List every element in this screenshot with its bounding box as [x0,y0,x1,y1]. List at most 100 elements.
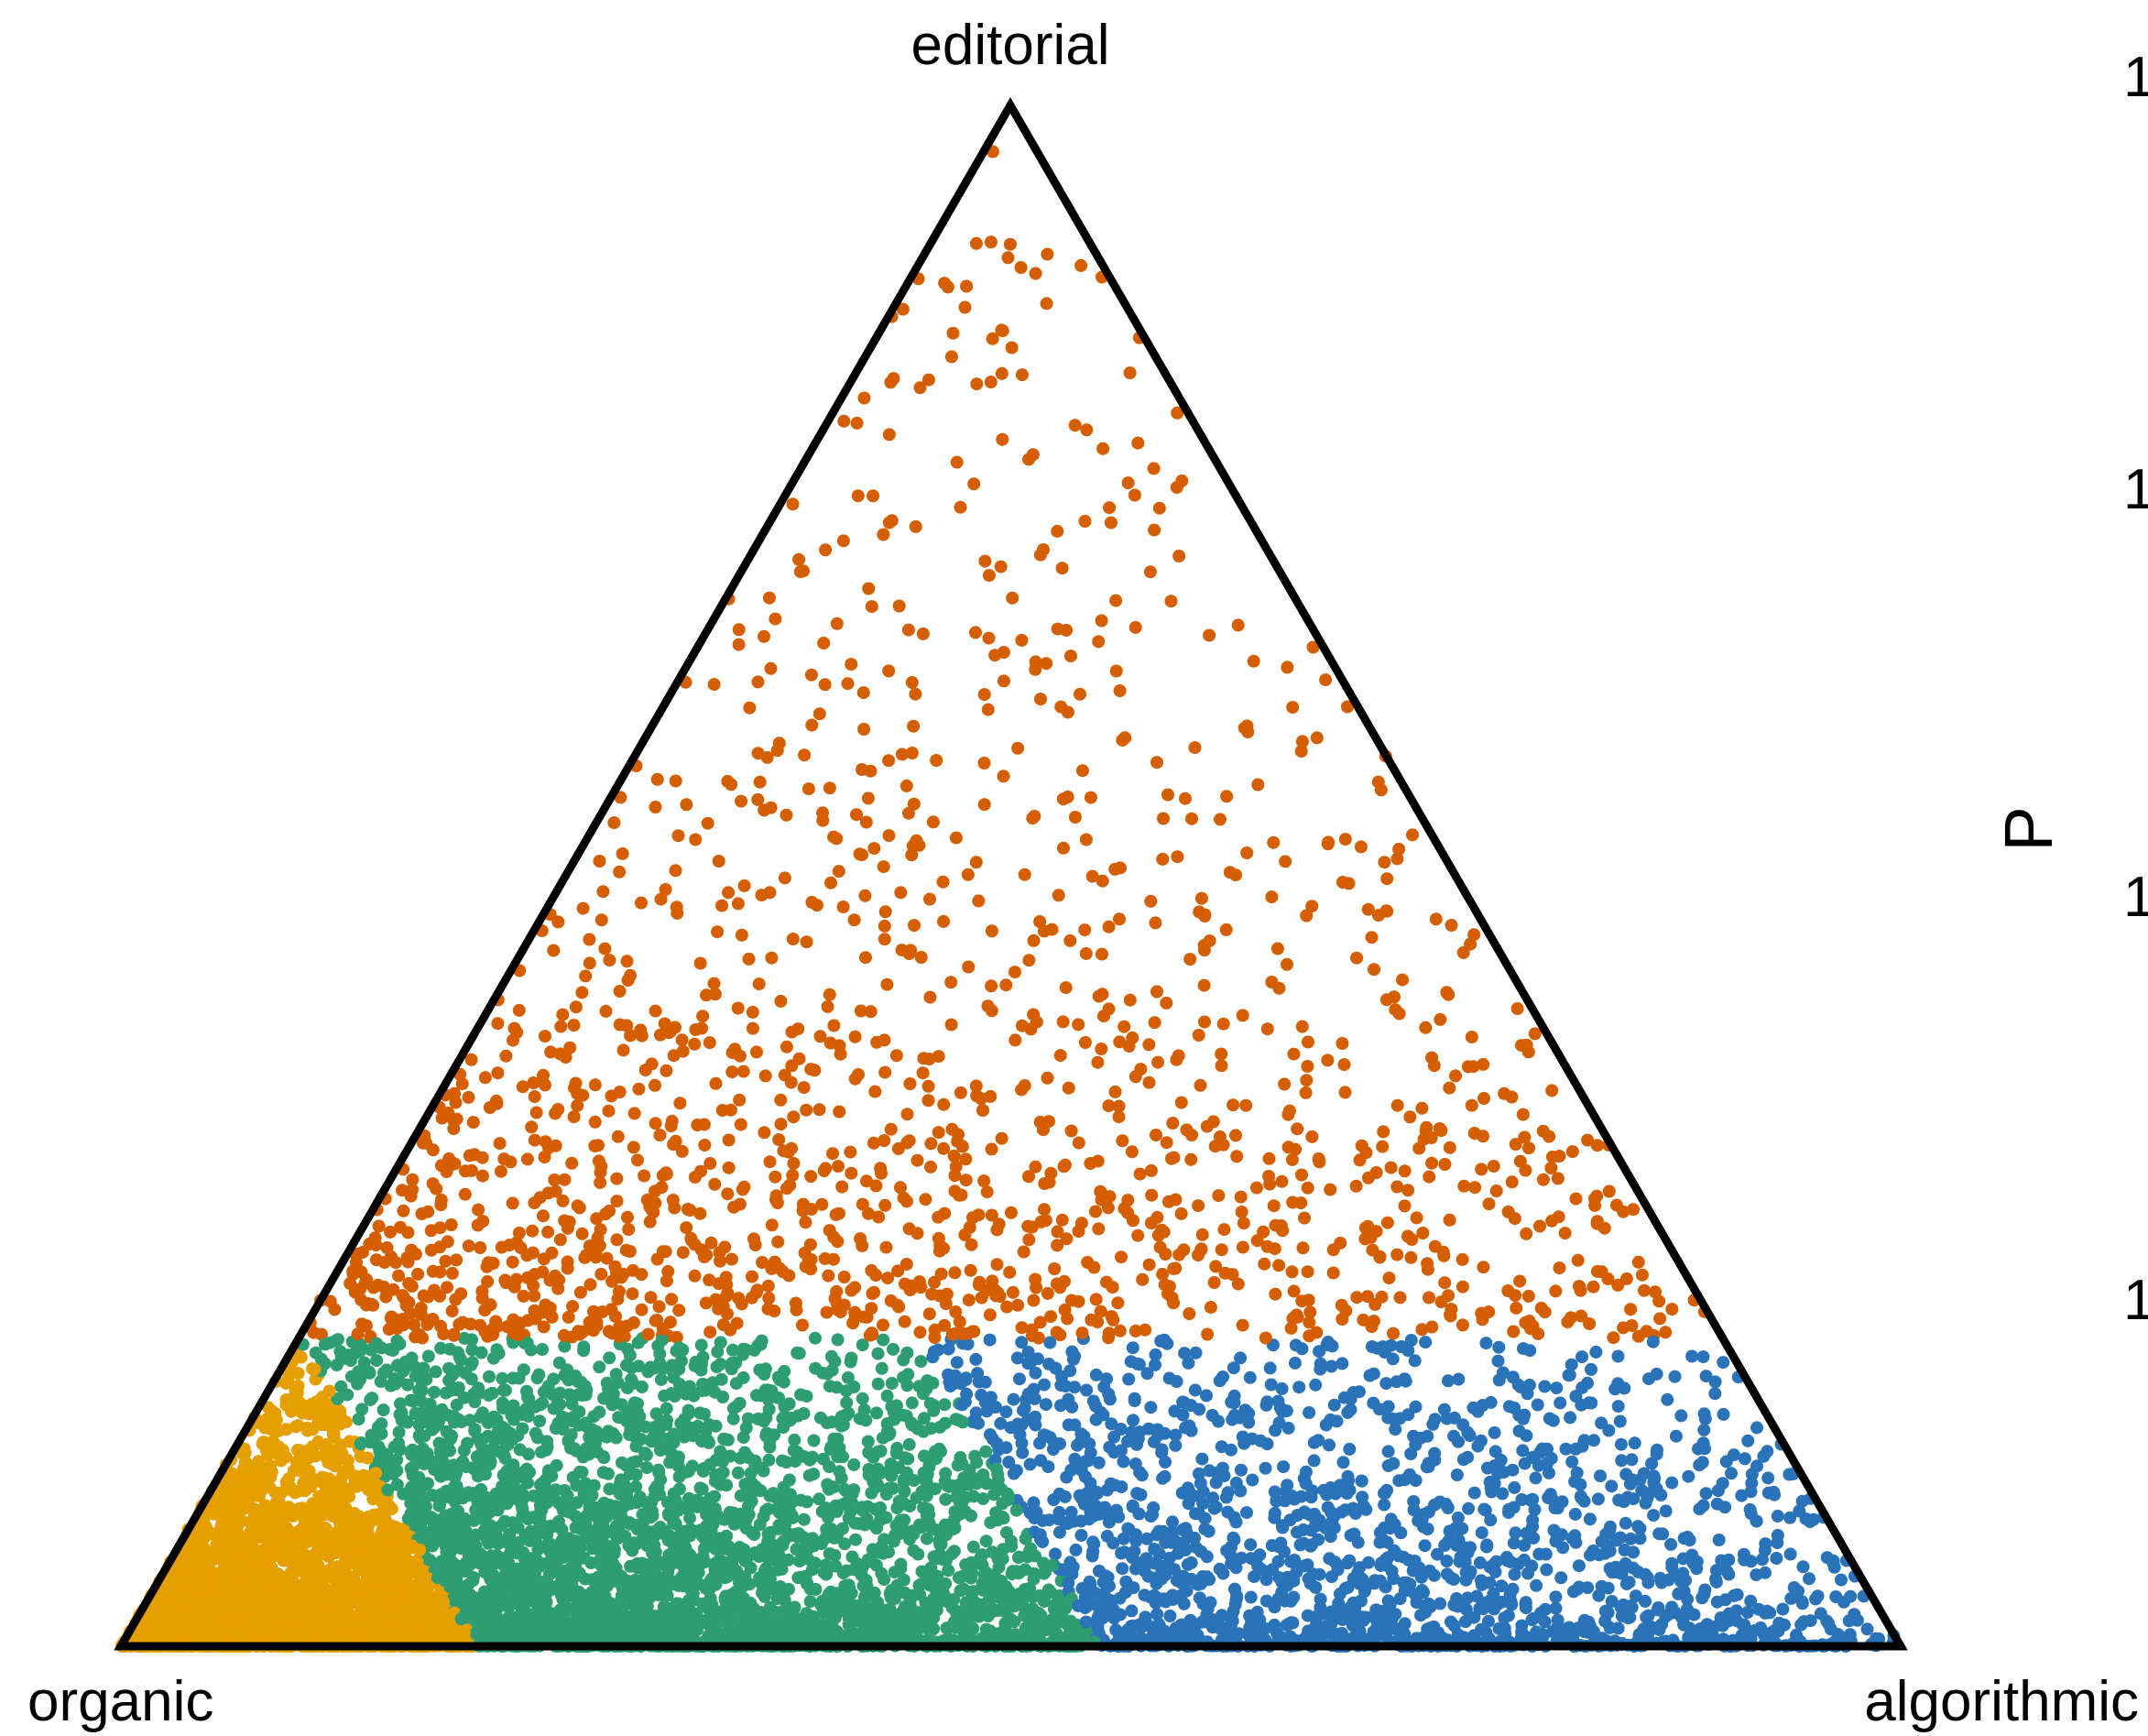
data-point [832,865,845,879]
data-point [603,1482,616,1496]
data-point [1078,515,1092,528]
data-point [1235,1206,1248,1218]
data-point [1281,957,1293,971]
data-point [1451,1511,1465,1524]
data-point [786,933,800,945]
data-point [1389,1423,1402,1436]
data-point [1203,628,1216,642]
data-point [1650,1367,1663,1381]
data-point [1247,654,1260,668]
data-point [562,1310,575,1324]
data-point [1521,1289,1535,1303]
data-point [959,1152,973,1166]
data-point [997,770,1010,783]
data-point [1131,436,1145,450]
data-point [1456,1280,1469,1294]
data-point [797,1512,811,1526]
data-point [894,886,908,900]
data-point [981,703,995,716]
data-point [1601,1272,1615,1285]
data-point [549,1185,562,1198]
data-point [1055,562,1069,575]
data-point [1145,1188,1159,1202]
data-point [877,528,890,541]
data-point [1034,693,1047,706]
data-point [1607,1331,1620,1345]
data-point [1236,1009,1249,1022]
data-point [976,1104,989,1117]
data-point [792,1347,806,1360]
data-point [512,1003,526,1017]
data-point [1003,237,1017,251]
data-point [1669,1429,1683,1443]
data-point [1429,912,1443,926]
data-point [882,664,896,678]
data-point [1420,1120,1434,1134]
data-point [1586,1280,1600,1294]
data-point [913,1326,927,1339]
data-point [1443,1213,1456,1227]
data-point [507,1033,519,1047]
data-point [575,1227,589,1240]
data-point [631,1336,645,1349]
data-point [1213,1562,1227,1576]
data-point [1672,1587,1685,1600]
data-point [1140,1367,1154,1381]
data-point [445,1266,459,1280]
data-point [1215,1243,1228,1257]
data-point [1712,1534,1726,1546]
data-point [594,913,608,927]
data-point [506,1196,519,1210]
data-point [707,977,721,990]
data-point [1570,1466,1584,1479]
data-point [1253,1548,1267,1562]
data-point [1710,1595,1724,1609]
data-point [1055,1213,1069,1227]
data-point [1699,1370,1713,1383]
data-point [984,376,998,388]
data-point [1179,792,1192,805]
data-point [639,1448,653,1462]
data-point [1683,1534,1696,1547]
data-point [1262,1152,1276,1165]
data-point [852,1068,865,1081]
data-point [969,626,982,639]
data-point [1002,1456,1016,1469]
data-point [1659,1504,1673,1518]
data-point [671,829,685,843]
data-point [819,1162,833,1175]
data-point [1509,1526,1522,1540]
data-point [433,1221,447,1235]
data-point [1148,1543,1161,1556]
data-point [884,1122,898,1136]
data-point [790,1543,803,1556]
data-point [447,1122,461,1135]
data-point [635,1303,649,1316]
data-point [1109,1503,1123,1517]
data-point [475,1169,489,1183]
data-point [1128,1394,1141,1408]
data-point [611,1130,625,1143]
data-point [862,1206,875,1220]
data-point [392,1269,406,1283]
data-point [868,1085,882,1098]
data-point [1501,1205,1515,1218]
data-point [861,792,875,805]
data-point [572,1201,586,1215]
data-point [1338,1503,1352,1517]
data-point [969,1352,983,1366]
data-point [525,1120,539,1134]
data-point [761,1279,775,1293]
data-point [1085,1549,1099,1563]
data-point [1487,1160,1500,1173]
data-point [1000,1300,1014,1314]
data-point [969,856,983,869]
data-point [1197,978,1211,992]
data-point [807,1434,821,1447]
data-point [1250,1605,1264,1619]
data-point [1554,1571,1568,1585]
data-point [1653,1312,1667,1326]
data-point [1588,1198,1602,1212]
data-point [1041,1583,1055,1597]
